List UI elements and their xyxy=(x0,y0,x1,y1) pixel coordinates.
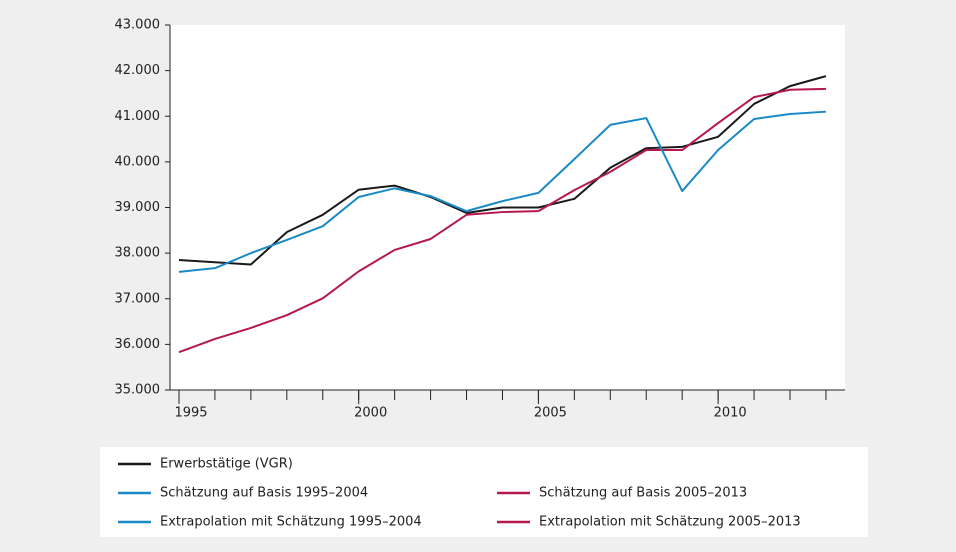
x-tick-label: 2000 xyxy=(354,406,387,421)
legend-label: Erwerbstätige (VGR) xyxy=(160,457,293,472)
y-tick-label: 37.000 xyxy=(115,291,161,306)
y-tick-label: 39.000 xyxy=(115,200,161,215)
y-tick-label: 42.000 xyxy=(115,63,161,78)
x-tick-label: 1995 xyxy=(174,406,207,421)
x-tick-label: 2010 xyxy=(714,406,747,421)
series-line xyxy=(178,75,827,266)
x-tick-label: 2005 xyxy=(534,406,567,421)
y-tick-label: 35.000 xyxy=(115,383,161,398)
legend-label: Extrapolation mit Schätzung 2005–2013 xyxy=(539,515,801,530)
series-line xyxy=(537,87,826,213)
series-line xyxy=(178,210,539,354)
y-tick-label: 41.000 xyxy=(115,109,161,124)
y-tick-label: 36.000 xyxy=(115,337,161,352)
y-tick-label: 38.000 xyxy=(115,246,161,261)
legend-label: Schätzung auf Basis 2005–2013 xyxy=(539,486,747,501)
legend-box xyxy=(100,447,868,537)
legend-label: Extrapolation mit Schätzung 1995–2004 xyxy=(160,515,422,530)
y-tick-label: 43.000 xyxy=(115,18,161,33)
y-tick-label: 40.000 xyxy=(115,154,161,169)
series-line xyxy=(178,187,503,273)
series-line xyxy=(502,110,827,203)
legend-label: Schätzung auf Basis 1995–2004 xyxy=(160,486,368,501)
